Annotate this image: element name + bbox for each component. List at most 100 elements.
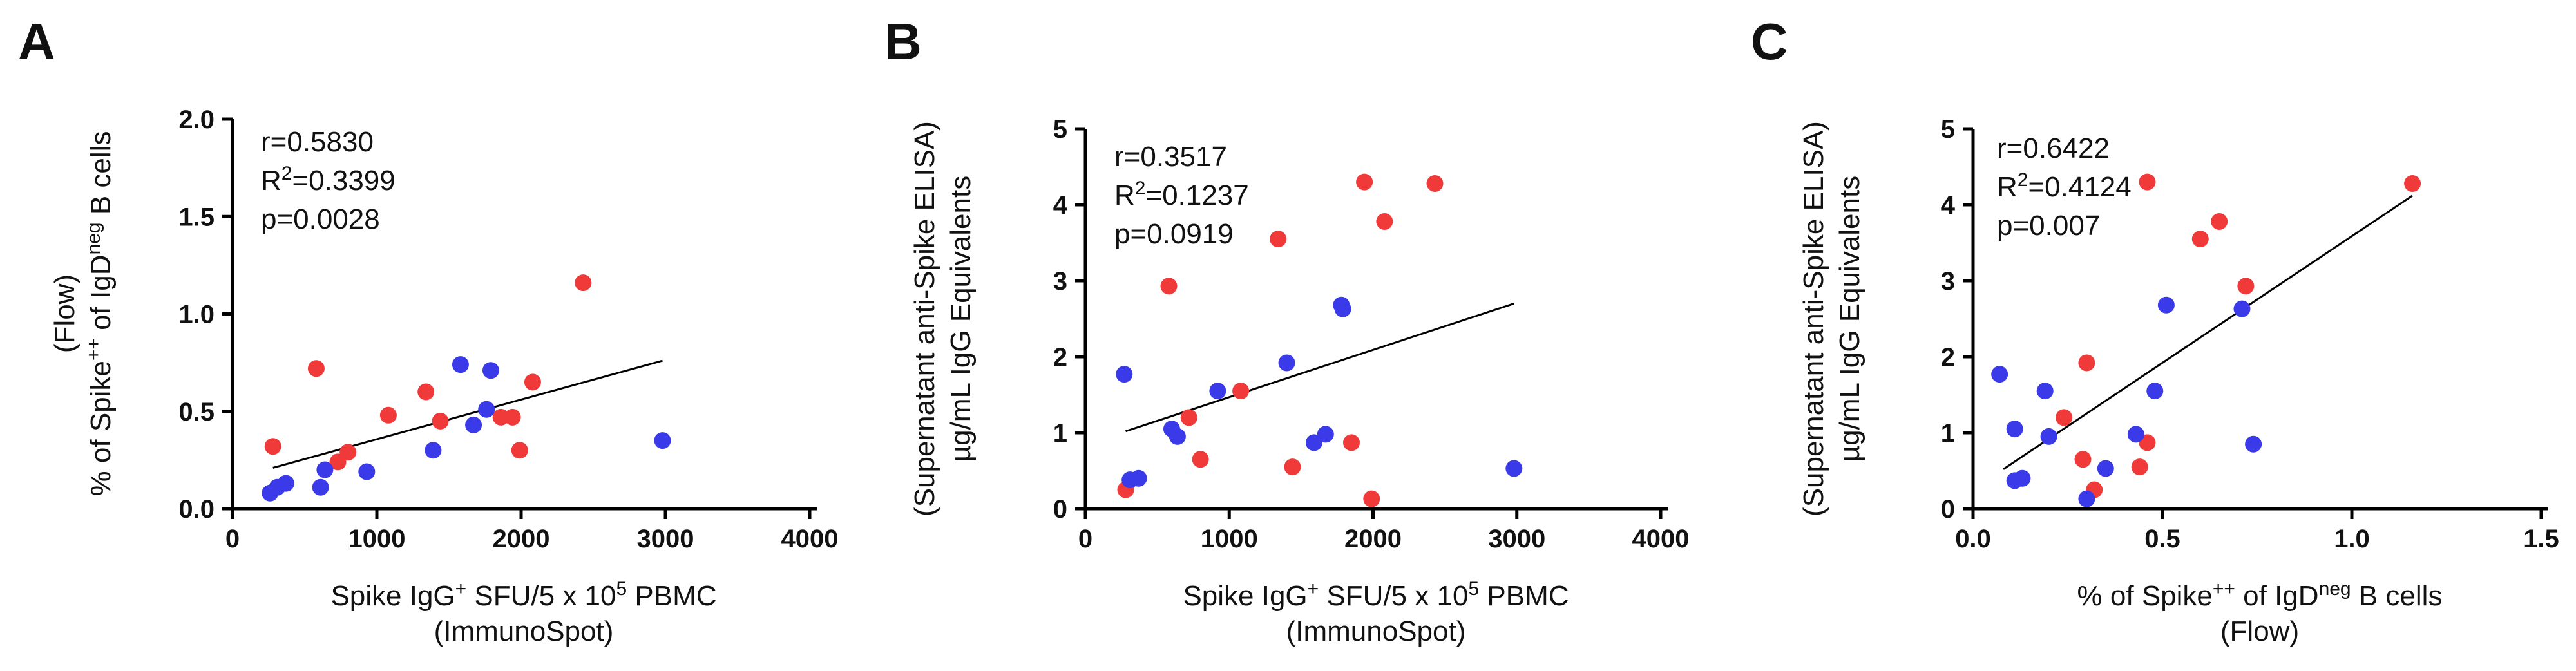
y-tick-label-a: 2.0 [178, 106, 215, 134]
blue-point-a [277, 475, 294, 492]
svg-text:(Flow): (Flow) [49, 274, 81, 353]
panel-b: B 0 1000 2000 3000 4000 0 1 2 3 4 5 r=0.3517 R2=0.… [884, 13, 1689, 647]
y-tick-label-a: 1.5 [178, 203, 215, 231]
svg-text:% of Spike++ of IgDneg B cells: % of Spike++ of IgDneg B cells [83, 131, 117, 496]
red-point-c [2056, 409, 2073, 426]
x-axis-title-c: % of Spike++ of IgDneg B cells [2077, 578, 2443, 612]
fit-line-c [2003, 194, 2413, 470]
data-points-b [1116, 173, 1523, 507]
x-axis-title-b: Spike IgG+ SFU/5 x 105 PBMC [1183, 578, 1569, 612]
y-tick-label-b: 5 [1053, 115, 1067, 144]
stat-r2-c: R2=0.4124 [1997, 169, 2132, 203]
blue-point-c [2127, 426, 2144, 443]
red-point-a [379, 406, 397, 424]
red-point-a [575, 274, 592, 292]
data-points-c [1991, 173, 2421, 507]
red-point-c [2237, 278, 2255, 295]
blue-point-c [2078, 490, 2095, 507]
blue-point-b [1169, 428, 1186, 445]
stat-p-b: p=0.0919 [1114, 218, 1234, 250]
panel-letter-b: B [884, 13, 922, 70]
red-point-b [1232, 383, 1250, 400]
blue-point-c [2157, 296, 2175, 314]
x-tick-label-c: 0.5 [2144, 525, 2180, 553]
x-tick-label-c: 1.5 [2523, 525, 2559, 553]
blue-point-c [2006, 421, 2023, 438]
red-point-a [504, 408, 521, 426]
blue-point-a [425, 442, 442, 459]
red-point-a [339, 444, 357, 461]
blue-point-c [1991, 366, 2008, 383]
red-point-c [2404, 175, 2421, 192]
blue-point-b [1278, 354, 1295, 372]
red-point-b [1363, 490, 1380, 507]
x-tick-label-a: 1000 [348, 525, 406, 553]
stat-r-a: r=0.5830 [261, 126, 374, 158]
y-tick-label-c: 4 [1941, 191, 1956, 220]
red-point-a [264, 438, 281, 455]
stat-r-c: r=0.6422 [1997, 133, 2110, 164]
blue-point-a [452, 356, 469, 373]
blue-point-b [1334, 300, 1351, 317]
red-point-c [2078, 354, 2095, 372]
red-point-b [1284, 458, 1301, 476]
blue-point-b [1317, 426, 1334, 443]
stat-r2-b: R2=0.1237 [1114, 178, 1249, 211]
red-point-c [2131, 458, 2148, 476]
x-tick-label-b: 1000 [1201, 525, 1258, 553]
red-point-b [1192, 451, 1209, 468]
blue-point-c [2040, 428, 2057, 445]
red-point-a [524, 373, 541, 391]
red-point-c [2139, 173, 2156, 191]
red-point-a [417, 383, 435, 401]
blue-point-b [1305, 434, 1322, 451]
stat-p-c: p=0.007 [1997, 210, 2100, 241]
x-axis-title-a: Spike IgG+ SFU/5 x 105 PBMC [330, 578, 716, 612]
blue-point-b [1209, 383, 1226, 400]
blue-point-a [312, 478, 329, 496]
blue-point-a [465, 416, 482, 433]
y-tick-label-b: 4 [1053, 191, 1068, 220]
red-point-c [2191, 231, 2209, 248]
red-point-b [1343, 434, 1360, 451]
y-tick-label-c: 5 [1941, 115, 1955, 144]
x-axis-subtitle-c: (Flow) [2220, 616, 2299, 647]
x-axis-subtitle-a: (ImmunoSpot) [434, 616, 614, 647]
y-tick-label-b: 3 [1053, 267, 1067, 296]
blue-point-c [2036, 383, 2054, 400]
stat-r2-a: R2=0.3399 [261, 163, 396, 196]
x-tick-label-a: 3000 [637, 525, 694, 553]
blue-point-b [1505, 460, 1523, 477]
red-point-b [1356, 173, 1373, 191]
blue-point-c [2014, 469, 2031, 487]
y-tick-label-b: 2 [1053, 343, 1067, 372]
stat-r-b: r=0.3517 [1114, 141, 1227, 173]
y-tick-label-b: 1 [1053, 419, 1067, 448]
blue-point-b [1116, 366, 1133, 383]
blue-point-c [2146, 383, 2164, 400]
y-axis-title-c: (Supernatant anti-Spike ELISA) µg/mL IgG… [1798, 121, 1865, 516]
red-point-a [511, 442, 528, 459]
x-tick-label-b: 0 [1078, 525, 1092, 553]
y-tick-label-c: 3 [1941, 267, 1955, 296]
y-tick-label-a: 1.0 [178, 301, 215, 329]
red-point-b [1426, 175, 1444, 192]
blue-point-c [2097, 460, 2114, 477]
panel-a: A 0 1000 2000 3000 4000 0.0 0.5 1.0 1.5 2.0 r=0.5… [18, 13, 838, 647]
y-tick-label-a: 0.0 [178, 495, 215, 524]
y-axis-title-b: (Supernatant anti-Spike ELISA) µg/mL IgG… [909, 121, 977, 516]
x-tick-label-b: 2000 [1344, 525, 1402, 553]
x-tick-label-a: 4000 [781, 525, 839, 553]
blue-point-a [316, 461, 334, 478]
y-tick-label-c: 1 [1941, 419, 1955, 448]
svg-text:µg/mL IgG Equivalents: µg/mL IgG Equivalents [945, 176, 977, 462]
x-tick-label-a: 0 [225, 525, 240, 553]
x-tick-label-c: 0.0 [1955, 525, 1991, 553]
blue-point-a [478, 401, 495, 418]
x-tick-label-b: 4000 [1632, 525, 1690, 553]
y-axis-title-a: (Flow) % of Spike++ of IgDneg B cells [49, 131, 117, 496]
blue-point-a [482, 362, 499, 379]
stat-p-a: p=0.0028 [261, 203, 380, 235]
data-points-a [262, 274, 671, 502]
